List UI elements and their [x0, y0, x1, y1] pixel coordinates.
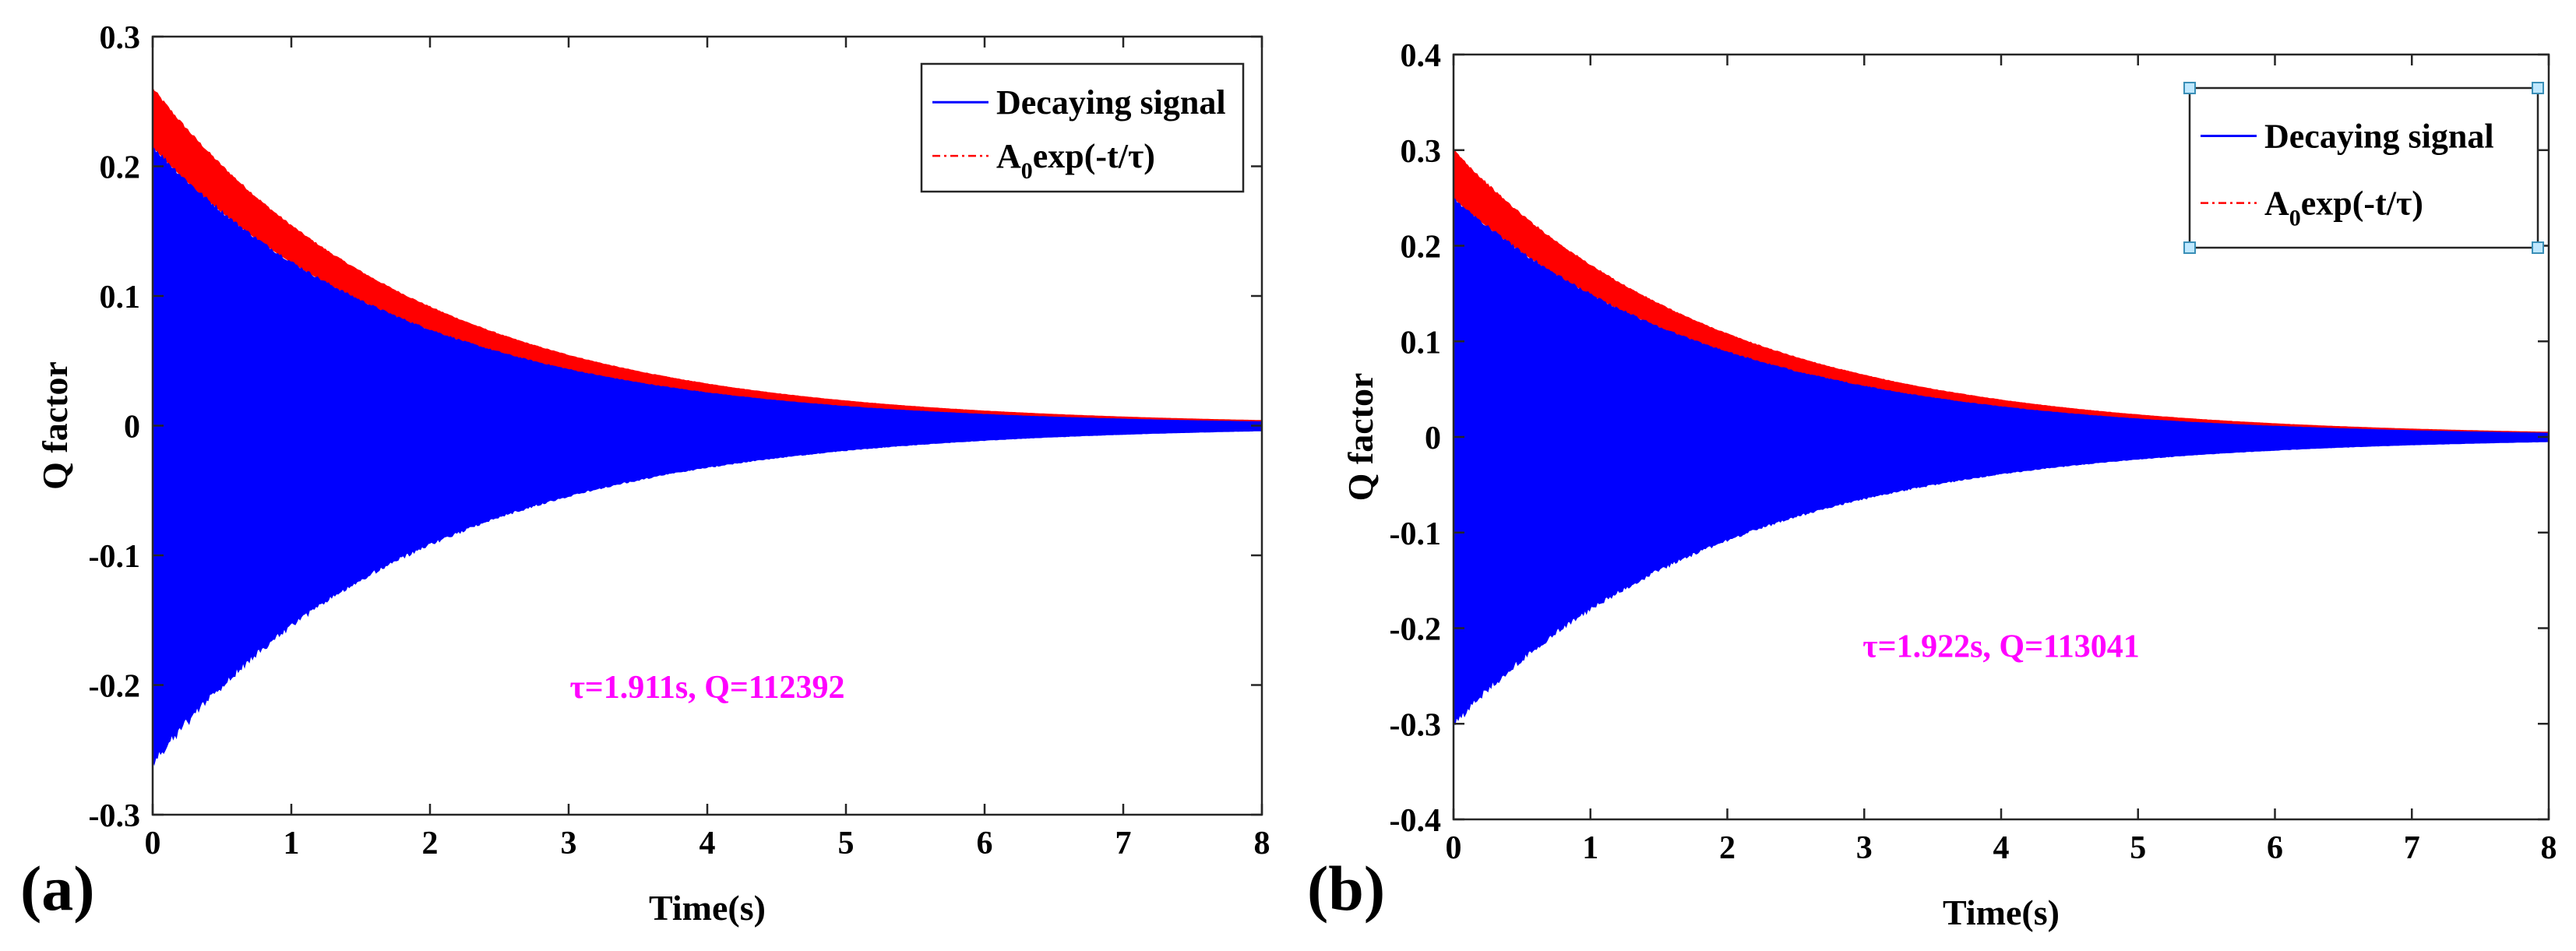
- legend-label-fit: A0exp(-t/τ): [2264, 185, 2423, 231]
- panel-label: (b): [1307, 853, 1385, 924]
- y-tick-label: -0.1: [89, 539, 141, 575]
- legend-selection-handle: [2183, 241, 2196, 254]
- y-tick-label: 0: [1425, 421, 1441, 456]
- chart-panel-a: 0 1 2 3 4 5 6 7 8 0.3 0.2 0.1 0 -0.1 -0.2 -0.3 Time(s) Q …: [20, 20, 1270, 928]
- x-tick-label: 1: [284, 826, 300, 861]
- legend-label-decaying-signal: Decaying signal: [2264, 118, 2494, 156]
- y-tick-label: 0.3: [1401, 134, 1442, 170]
- legend-box: [920, 62, 1245, 193]
- y-tick-label: -0.1: [1390, 516, 1442, 552]
- x-tick-label: 4: [700, 826, 716, 861]
- y-tick-label: -0.3: [1390, 707, 1442, 743]
- x-tick-label: 6: [2267, 830, 2283, 866]
- y-tick-label: -0.4: [1390, 803, 1442, 839]
- x-axis-label: Time(s): [649, 888, 766, 928]
- x-axis-label: Time(s): [1943, 893, 2060, 932]
- y-tick-label: 0.1: [1401, 325, 1442, 361]
- legend-fit-base: A: [996, 137, 1021, 175]
- x-tick-label: 0: [145, 826, 161, 861]
- legend-selection-handle: [2532, 241, 2544, 254]
- x-tick-label: 5: [838, 826, 855, 861]
- y-tick-label: -0.3: [89, 798, 141, 834]
- legend: Decaying signal A0exp(-t/τ): [920, 62, 1245, 193]
- y-tick-label: 0.1: [100, 280, 141, 315]
- y-tick-label: 0: [124, 410, 140, 446]
- y-tick-label: 0.3: [100, 20, 141, 56]
- x-tick-label: 7: [2404, 830, 2420, 866]
- legend-fit-subscript: 0: [2289, 206, 2301, 231]
- x-tick-label: 0: [1446, 830, 1462, 866]
- x-tick-label: 8: [2541, 830, 2557, 866]
- y-tick-label: -0.2: [89, 669, 141, 705]
- x-tick-label: 4: [1993, 830, 2010, 866]
- legend-fit-base: A: [2264, 185, 2289, 223]
- chart-panel-b: 0 1 2 3 4 5 6 7 8 0.4 0.3 0.2 0.1 0 -0.1 -0.2 -0.3 -0.4 Ti…: [1307, 38, 2557, 932]
- x-tick-label: 2: [422, 826, 439, 861]
- legend-selection-handle: [2183, 82, 2196, 94]
- x-tick-label: 5: [2130, 830, 2146, 866]
- x-tick-label: 3: [561, 826, 577, 861]
- legend-fit-rest: exp(-t/τ): [2301, 185, 2423, 223]
- legend-box: [2188, 86, 2539, 249]
- x-tick-label: 8: [1254, 826, 1270, 861]
- y-tick-label: -0.2: [1390, 612, 1442, 648]
- annotation-text: τ=1.922s, Q=113041: [1862, 629, 2139, 664]
- legend-label-fit: A0exp(-t/τ): [996, 137, 1155, 184]
- x-tick-label: 6: [977, 826, 993, 861]
- y-axis-label: Q factor: [1341, 373, 1380, 502]
- x-tick-label: 1: [1582, 830, 1598, 866]
- x-tick-label: 7: [1115, 826, 1132, 861]
- x-tick-label: 2: [1719, 830, 1736, 866]
- legend-selection-handle: [2532, 82, 2544, 94]
- panel-label: (a): [20, 853, 95, 924]
- legend-fit-subscript: 0: [1021, 158, 1033, 184]
- annotation-text: τ=1.911s, Q=112392: [569, 670, 844, 706]
- y-tick-label: 0.4: [1401, 38, 1442, 74]
- x-tick-label: 3: [1856, 830, 1873, 866]
- y-tick-label: 0.2: [100, 150, 141, 186]
- y-axis-label: Q factor: [35, 361, 75, 490]
- legend-fit-rest: exp(-t/τ): [1033, 137, 1155, 175]
- y-tick-label: 0.2: [1401, 230, 1442, 266]
- legend-label-decaying-signal: Decaying signal: [996, 83, 1226, 122]
- legend: Decaying signal A0exp(-t/τ): [2183, 82, 2544, 254]
